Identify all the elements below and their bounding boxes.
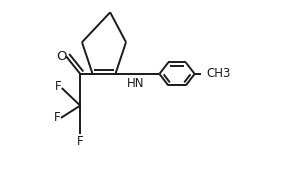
Text: F: F bbox=[54, 80, 61, 93]
Text: CH3: CH3 bbox=[206, 67, 231, 80]
Text: F: F bbox=[54, 111, 60, 124]
Text: O: O bbox=[56, 50, 67, 63]
Text: F: F bbox=[77, 135, 83, 148]
Text: HN: HN bbox=[127, 77, 144, 90]
